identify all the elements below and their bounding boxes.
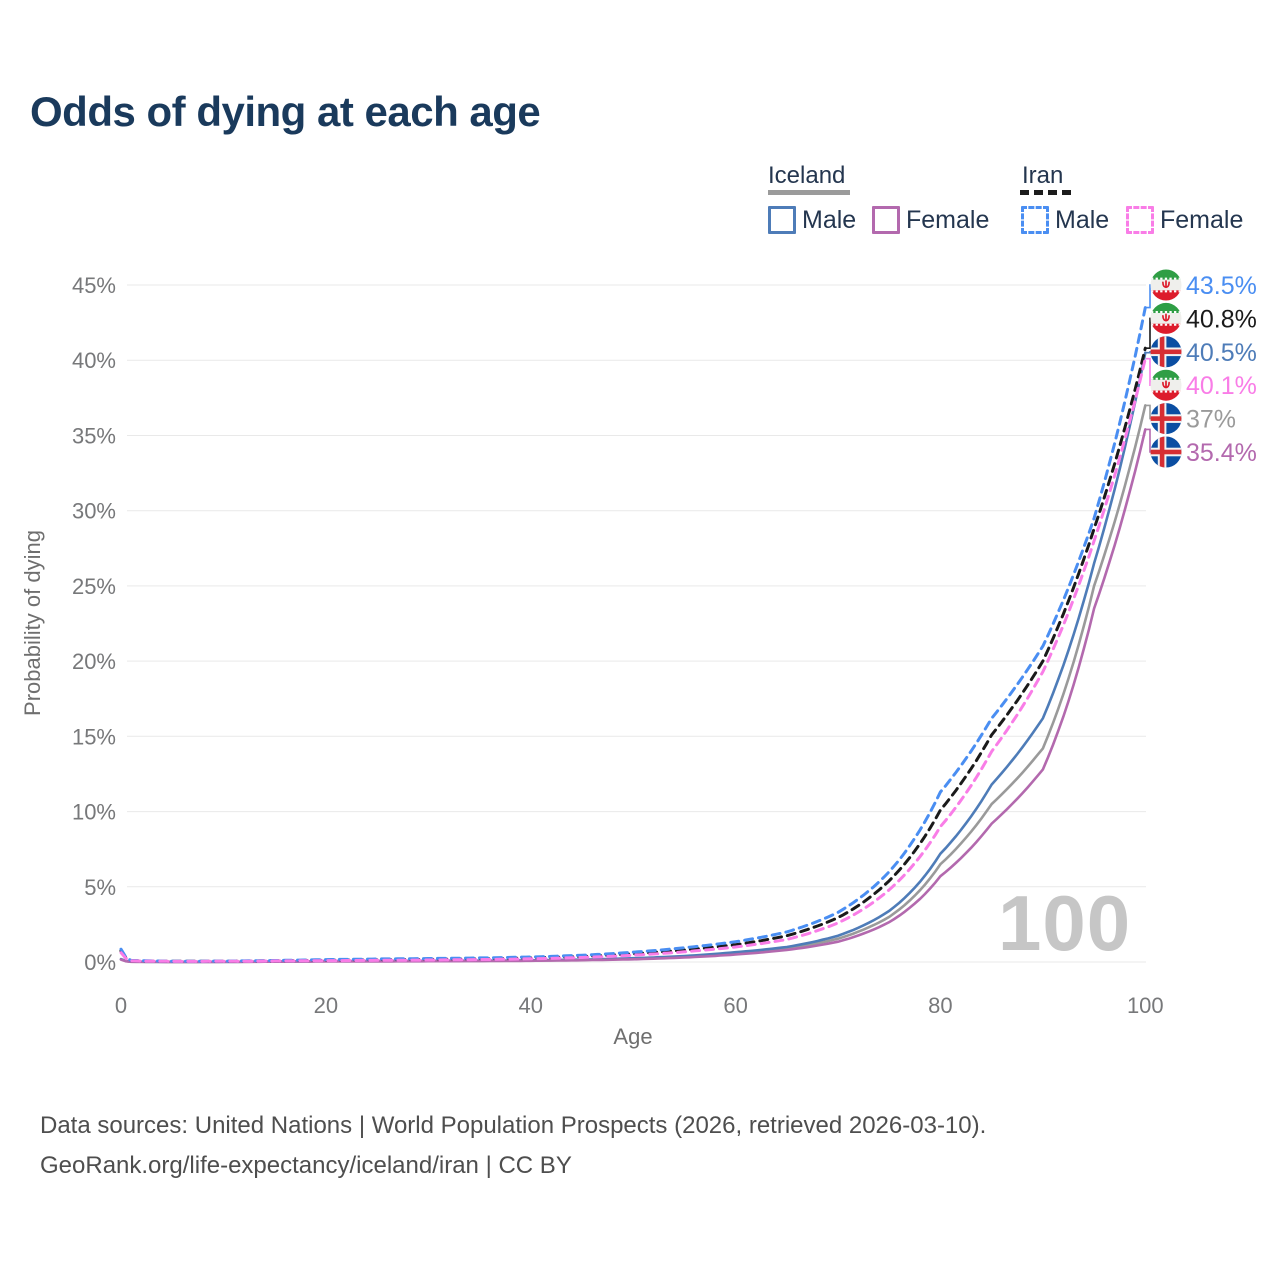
end-value-label-iran-all: 40.8% <box>1186 305 1257 333</box>
x-tick-label: 100 <box>1127 993 1164 1018</box>
iceland-flag-icon <box>1150 403 1182 435</box>
y-tick-label: 20% <box>72 649 116 674</box>
end-value-label-iran-female: 40.1% <box>1186 372 1257 400</box>
x-tick-label: 40 <box>518 993 542 1018</box>
y-tick-label: 30% <box>72 499 116 524</box>
y-tick-label: 5% <box>84 875 116 900</box>
end-value-label-iran-male: 43.5% <box>1186 272 1257 300</box>
iceland-female-swatch <box>872 206 900 234</box>
y-axis-title: Probability of dying <box>20 530 45 716</box>
x-tick-label: 20 <box>314 993 338 1018</box>
y-tick-label: 15% <box>72 724 116 749</box>
series-line-iceland-female <box>119 428 1147 964</box>
iceland-flag-icon <box>1150 336 1182 368</box>
iran-male-swatch <box>1021 206 1049 234</box>
iran-flag-icon <box>1150 269 1182 301</box>
y-tick-label: 45% <box>72 273 116 298</box>
legend-item-iceland-female[interactable]: Female <box>872 206 989 234</box>
x-axis-title: Age <box>613 1024 652 1049</box>
legend-item-label: Female <box>906 206 990 234</box>
end-value-label-iceland-female: 35.4% <box>1186 439 1257 467</box>
legend-group-iran: Iran <box>1022 162 1064 189</box>
x-tick-label: 80 <box>928 993 952 1018</box>
legend-group-iceland: Iceland <box>768 162 846 189</box>
series-line-iran-male <box>119 306 1147 963</box>
iran-female-swatch <box>1126 206 1154 234</box>
legend-item-label: Female <box>1160 206 1244 234</box>
x-tick-label: 0 <box>115 993 127 1018</box>
iran-flag-icon <box>1150 369 1182 401</box>
data-sources-line: Data sources: United Nations | World Pop… <box>40 1112 987 1139</box>
attribution-line: GeoRank.org/life-expectancy/iceland/iran… <box>40 1152 572 1179</box>
iceland-flag-icon <box>1150 436 1182 468</box>
legend-item-iran-female[interactable]: Female <box>1126 206 1243 234</box>
y-tick-label: 0% <box>84 950 116 975</box>
series-line-iran-all <box>119 346 1147 963</box>
legend-item-label: Male <box>1055 206 1110 234</box>
iceland-male-swatch <box>768 206 796 234</box>
legend-item-label: Male <box>802 206 857 234</box>
series-line-iran-female <box>119 357 1147 963</box>
end-value-label-iceland-male: 40.5% <box>1186 339 1257 367</box>
series-line-iceland-all <box>119 404 1147 964</box>
x-tick-label: 60 <box>723 993 747 1018</box>
series-line-iceland-male <box>119 351 1147 964</box>
y-tick-label: 10% <box>72 800 116 825</box>
iran-line-sample <box>1020 190 1072 195</box>
legend-item-iran-male[interactable]: Male <box>1021 206 1109 234</box>
iran-flag-icon <box>1150 302 1182 334</box>
footer: Data sources: United Nations | World Pop… <box>40 1106 986 1186</box>
mortality-chart: 0% 5% 10% 15% 20% 25% 30% 35% 40% 45% 0 20 40 60 80 100… <box>20 269 1257 1049</box>
y-tick-label: 40% <box>72 348 116 373</box>
y-tick-label: 25% <box>72 574 116 599</box>
page-title: Odds of dying at each age <box>30 88 541 135</box>
end-value-label-iceland-all: 37% <box>1186 406 1236 434</box>
iceland-line-sample <box>768 190 850 195</box>
age-counter-watermark: 100 <box>998 879 1132 967</box>
y-tick-label: 35% <box>72 424 116 449</box>
legend-item-iceland-male[interactable]: Male <box>768 206 856 234</box>
